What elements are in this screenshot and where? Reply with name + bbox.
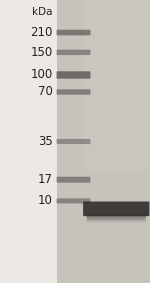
FancyBboxPatch shape — [57, 50, 90, 55]
FancyBboxPatch shape — [57, 139, 90, 144]
Bar — [57, 0, 150, 283]
FancyBboxPatch shape — [87, 218, 146, 222]
FancyBboxPatch shape — [57, 177, 90, 183]
Text: 70: 70 — [38, 85, 52, 98]
FancyBboxPatch shape — [57, 198, 90, 203]
Text: kDa: kDa — [32, 7, 52, 17]
Bar — [0, 0, 57, 283]
FancyBboxPatch shape — [87, 215, 146, 219]
Text: 100: 100 — [30, 68, 52, 82]
Text: 210: 210 — [30, 26, 52, 39]
Text: 17: 17 — [38, 173, 52, 186]
Text: 10: 10 — [38, 194, 52, 207]
Bar — [82, 0, 150, 170]
FancyBboxPatch shape — [57, 89, 90, 95]
FancyBboxPatch shape — [87, 214, 146, 217]
FancyBboxPatch shape — [57, 71, 90, 79]
Text: 150: 150 — [30, 46, 52, 59]
FancyBboxPatch shape — [83, 201, 149, 216]
FancyBboxPatch shape — [87, 217, 146, 220]
Text: 35: 35 — [38, 135, 52, 148]
FancyBboxPatch shape — [57, 30, 90, 35]
